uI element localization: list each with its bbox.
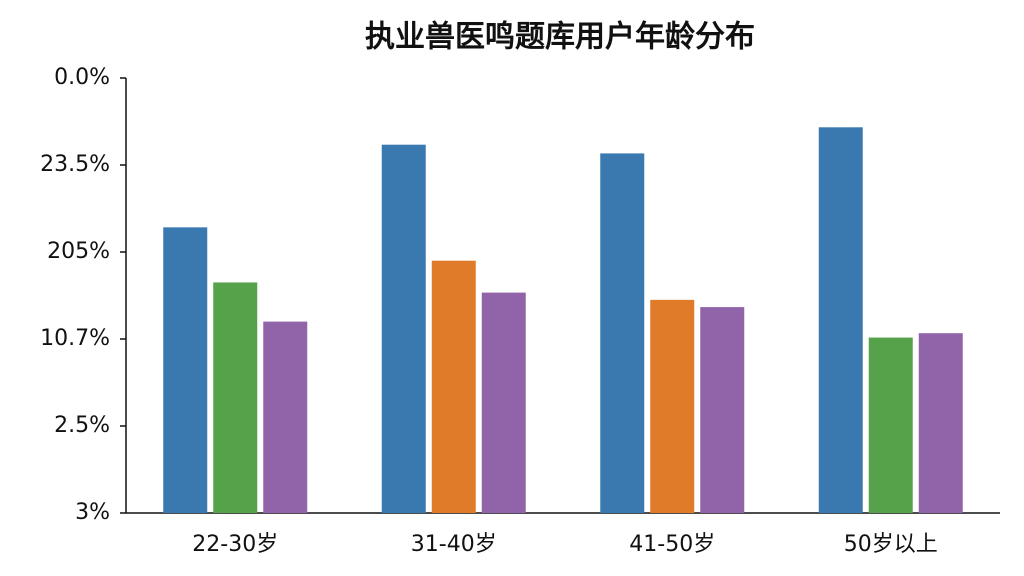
bar [650, 299, 695, 513]
x-tick-label: 50岁以上 [844, 532, 938, 557]
bar [163, 227, 208, 513]
bar [818, 127, 863, 514]
y-tick-label: 2.5% [54, 413, 110, 438]
x-tick-label: 31-40岁 [411, 532, 497, 557]
bar [213, 282, 258, 513]
bar [868, 337, 913, 513]
chart-title: 执业兽医鸣题库用户年龄分布 [365, 20, 755, 55]
x-tick-label: 41-50岁 [629, 532, 715, 557]
bar [918, 333, 963, 513]
y-tick-label: 205% [47, 239, 110, 264]
y-tick-label: 23.5% [40, 152, 110, 177]
y-tick-label: 3% [75, 500, 110, 525]
bar [263, 321, 308, 513]
bar [381, 144, 426, 513]
bar [700, 307, 745, 513]
y-tick-label: 10.7% [40, 326, 110, 351]
x-tick-label: 22-30岁 [192, 532, 278, 557]
bar [600, 153, 645, 513]
y-tick-label: 0.0% [54, 65, 110, 90]
bar [481, 292, 526, 513]
bar [431, 260, 476, 513]
